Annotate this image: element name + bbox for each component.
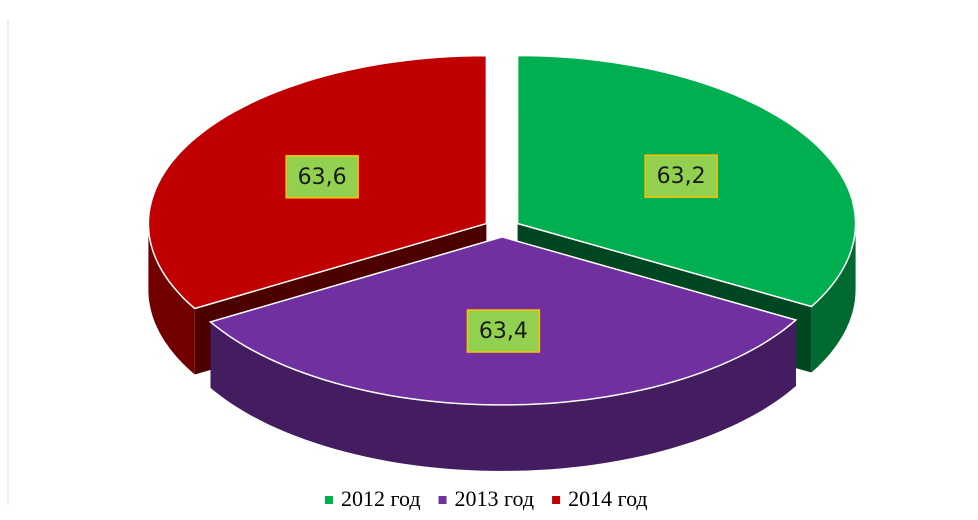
slice-side: [210, 320, 796, 471]
value-labels: 63,2 63,4 63,6: [285, 154, 718, 353]
legend: 2012 год 2013 год 2014 год: [325, 486, 648, 511]
value-label: 63,6: [298, 165, 347, 190]
slice-side: [148, 223, 195, 375]
legend-swatch: [325, 496, 333, 504]
legend-swatch: [438, 496, 447, 504]
value-label: 63,4: [479, 319, 528, 344]
legend-swatch: [552, 496, 561, 504]
value-label: 63,2: [657, 164, 706, 189]
value-label-box: [285, 155, 359, 199]
legend-label: 2013 год: [455, 486, 535, 511]
legend-label: 2014 год: [568, 486, 648, 511]
legend-label: 2012 год: [341, 486, 421, 511]
slice-side: [811, 223, 856, 373]
value-label-box: [466, 309, 541, 353]
value-label-box: [644, 154, 718, 198]
